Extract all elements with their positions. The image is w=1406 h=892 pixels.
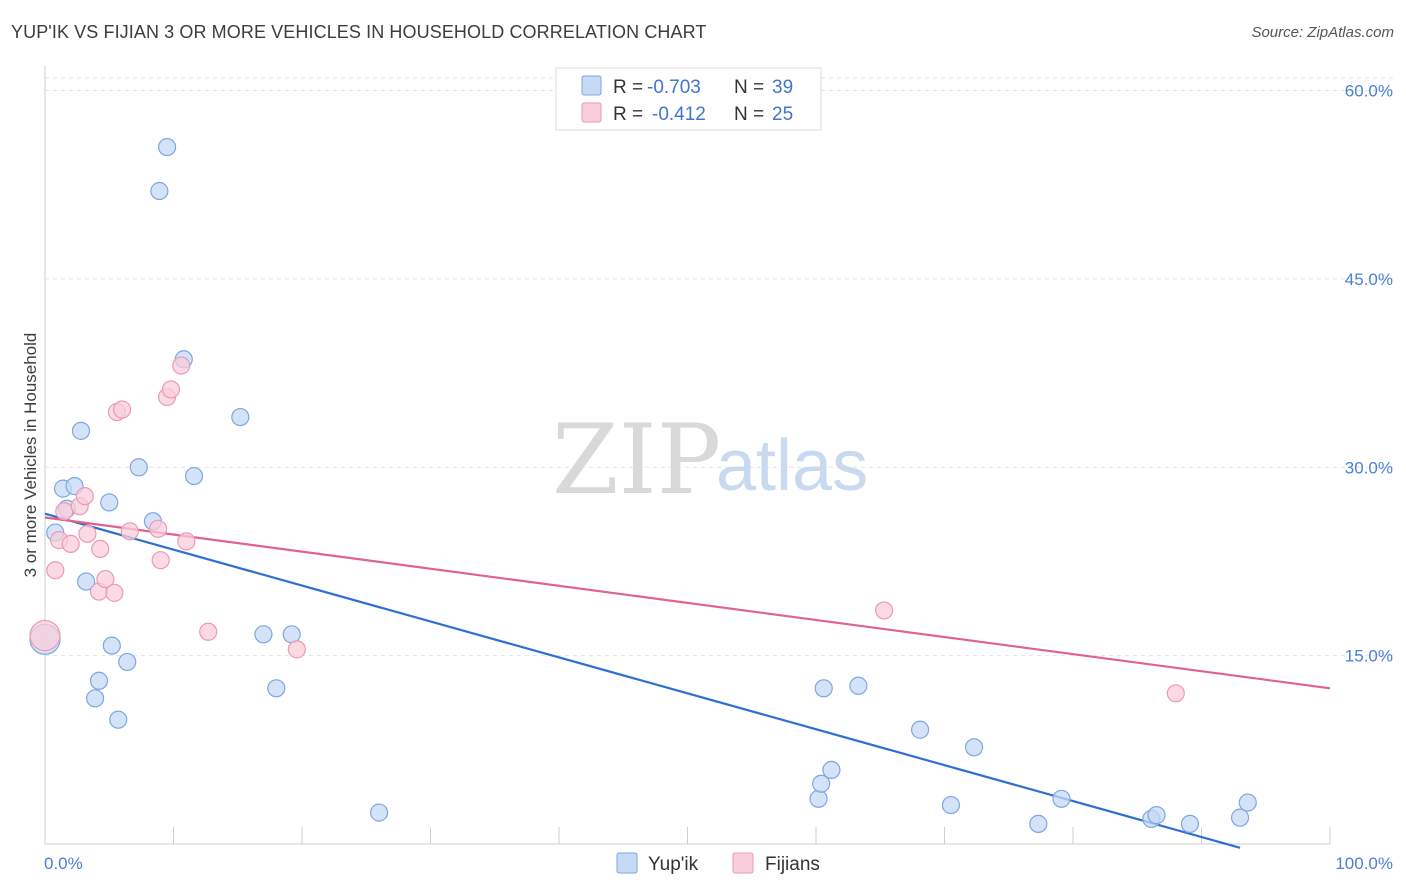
point-yupik xyxy=(822,760,841,780)
point-yupik xyxy=(118,652,137,672)
bottom-legend-swatch-yupik xyxy=(616,852,638,874)
point-fijian xyxy=(105,583,124,602)
point-yupik xyxy=(77,572,96,591)
point-fijian xyxy=(120,522,139,541)
point-yupik xyxy=(184,466,204,486)
bottom-legend: Yup'ik Fijians xyxy=(616,852,820,875)
point-fijian xyxy=(91,539,110,559)
legend-swatch-fijian xyxy=(581,102,602,123)
point-yupik xyxy=(89,671,109,690)
bottom-legend-label-yupik: Yup'ik xyxy=(648,854,699,875)
point-fijian xyxy=(287,640,306,659)
axes xyxy=(44,66,1331,845)
point-fijian xyxy=(96,569,115,589)
y-tick-label: 30.0% xyxy=(1345,458,1393,477)
bottom-legend-label-fijian: Fijians xyxy=(765,854,820,875)
point-yupik xyxy=(809,789,828,808)
legend-r-label-fijian: R = xyxy=(613,104,643,125)
point-yupik xyxy=(282,625,301,644)
point-yupik xyxy=(1147,806,1166,825)
watermark-zip: ZIP xyxy=(552,404,721,516)
bottom-legend-swatch-fijian xyxy=(732,852,754,874)
point-yupik xyxy=(964,738,984,757)
chart-title: YUP'IK VS FIJIAN 3 OR MORE VEHICLES IN H… xyxy=(11,22,707,42)
point-yupik xyxy=(370,803,389,822)
legend-r-value-fijian: -0.412 xyxy=(652,104,706,125)
point-fijian xyxy=(177,532,196,551)
point-fijian xyxy=(199,622,218,641)
source-label: Source: ZipAtlas.com xyxy=(1251,24,1394,41)
watermark: ZIP atlas xyxy=(552,404,868,516)
point-fijian xyxy=(61,534,80,553)
point-yupik xyxy=(231,407,250,427)
legend-n-label-yupik: N = xyxy=(734,77,764,98)
point-fijian xyxy=(46,561,65,580)
legend-n-label-fijian: N = xyxy=(734,104,764,125)
point-yupik xyxy=(1180,814,1200,834)
point-yupik xyxy=(150,181,169,201)
point-yupik xyxy=(129,458,148,477)
point-fijian xyxy=(875,601,894,620)
legend-box: R = -0.703 N = 39 R = -0.412 N = 25 xyxy=(555,67,822,131)
legend-r-label-yupik: R = xyxy=(613,77,643,98)
point-yupik xyxy=(267,679,286,698)
x-tick-label-min: 0.0% xyxy=(44,854,83,873)
point-yupik xyxy=(254,625,273,644)
tick-labels: 15.0% 30.0% 45.0% 60.0% 0.0% 100.0% xyxy=(44,82,1393,873)
point-yupik xyxy=(910,720,930,739)
y-axis-label: 3 or more Vehicles in Household xyxy=(21,333,40,578)
point-fijian xyxy=(29,619,61,652)
grid-lines xyxy=(45,77,1394,657)
legend-r-value-yupik: -0.703 xyxy=(647,77,701,98)
point-yupik xyxy=(814,679,833,698)
point-fijian xyxy=(161,380,181,399)
point-fijian xyxy=(78,524,97,543)
point-yupik xyxy=(102,636,121,655)
point-yupik xyxy=(812,774,831,793)
point-fijian xyxy=(172,356,191,375)
point-yupik xyxy=(1238,793,1257,812)
point-yupik xyxy=(100,493,119,512)
y-tick-label: 45.0% xyxy=(1345,270,1393,289)
trend-line-fijian xyxy=(44,516,1331,690)
point-yupik xyxy=(109,710,128,729)
point-fijian xyxy=(112,400,132,419)
point-fijian xyxy=(148,519,168,538)
point-yupik xyxy=(941,795,961,815)
point-yupik xyxy=(86,689,105,708)
trend-line-yupik xyxy=(44,512,1241,849)
data-points xyxy=(29,137,1257,834)
point-yupik xyxy=(1052,789,1071,808)
point-yupik xyxy=(849,676,868,695)
point-yupik xyxy=(1230,808,1250,827)
legend-n-value-yupik: 39 xyxy=(772,77,793,98)
trend-lines xyxy=(44,512,1331,849)
point-fijian xyxy=(151,551,170,570)
point-fijian xyxy=(55,502,74,521)
point-yupik xyxy=(1029,814,1048,834)
y-tick-label: 60.0% xyxy=(1345,82,1393,101)
watermark-atlas: atlas xyxy=(716,426,868,506)
point-yupik xyxy=(71,421,91,440)
y-tick-label: 15.0% xyxy=(1345,647,1393,666)
point-fijian xyxy=(1166,684,1185,703)
point-yupik xyxy=(157,137,177,157)
legend-swatch-yupik xyxy=(581,75,602,96)
x-tick-label-max: 100.0% xyxy=(1335,854,1393,873)
legend-n-value-fijian: 25 xyxy=(772,104,793,125)
point-fijian xyxy=(75,487,94,506)
